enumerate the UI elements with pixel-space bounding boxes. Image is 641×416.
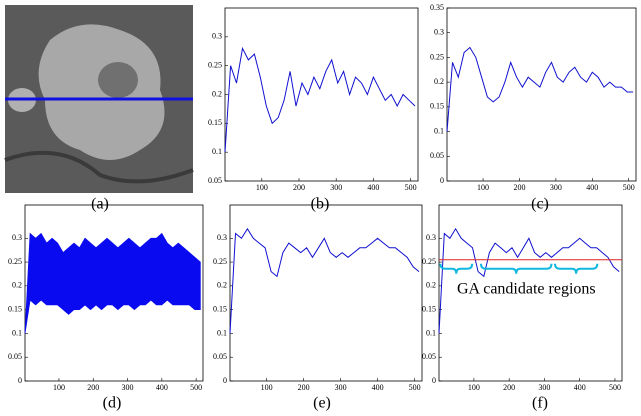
data-line [224, 46, 416, 153]
x-tick-label: 300 [550, 183, 562, 192]
y-tick-label: 0.05 [430, 151, 444, 160]
x-tick-label: 300 [122, 383, 134, 392]
y-tick-label: 0.3 [212, 32, 222, 41]
caption: (e) [313, 395, 331, 412]
x-tick-label: 100 [53, 383, 65, 392]
caption: (d) [103, 395, 122, 412]
x-tick-label: 200 [293, 183, 305, 192]
region-brace [554, 263, 599, 274]
y-tick-label: 0 [432, 376, 436, 385]
x-tick-label: 300 [330, 183, 342, 192]
region-brace [479, 263, 553, 274]
plot-frame [24, 204, 204, 382]
y-tick-label: 0.15 [213, 304, 227, 313]
x-tick-label: 300 [538, 383, 550, 392]
x-tick-label: 100 [261, 383, 273, 392]
y-tick-label: 0.15 [422, 304, 436, 313]
plot-frame [229, 204, 423, 382]
x-tick-label: 500 [405, 183, 417, 192]
caption: (c) [531, 196, 549, 213]
y-tick-label: 0.15 [8, 304, 22, 313]
y-tick-label: 0.2 [426, 281, 436, 290]
y-tick-label: 0.1 [434, 126, 444, 135]
y-tick-label: 0.05 [8, 352, 22, 361]
y-tick-label: 0.1 [217, 328, 227, 337]
y-tick-label: 0.05 [422, 352, 436, 361]
y-tick-label: 0.2 [212, 89, 222, 98]
x-tick-label: 500 [623, 183, 635, 192]
caption: (b) [311, 196, 330, 213]
x-tick-label: 500 [409, 383, 421, 392]
x-tick-label: 400 [574, 383, 586, 392]
y-tick-label: 0.3 [426, 233, 436, 242]
y-tick-label: 0.35 [430, 3, 444, 12]
y-tick-label: 0.1 [212, 147, 222, 156]
y-tick-label: 0.25 [208, 60, 222, 69]
data-line [229, 227, 420, 334]
image-spot [98, 62, 138, 98]
x-tick-label: 200 [87, 383, 99, 392]
x-tick-label: 100 [256, 183, 268, 192]
plot-frame [224, 7, 419, 182]
plot-frame [446, 7, 637, 182]
data-line [446, 46, 634, 132]
x-tick-label: 400 [367, 183, 379, 192]
y-tick-label: 0.2 [434, 77, 444, 86]
data-line [438, 227, 620, 334]
y-tick-label: 0.25 [8, 257, 22, 266]
x-tick-label: 500 [190, 383, 202, 392]
y-tick-label: 0.25 [422, 257, 436, 266]
data-band [24, 232, 201, 334]
y-tick-label: 0.2 [12, 281, 22, 290]
x-tick-label: 500 [609, 383, 621, 392]
x-tick-label: 100 [477, 183, 489, 192]
x-tick-label: 400 [156, 383, 168, 392]
y-tick-label: 0.3 [217, 233, 227, 242]
image-vessel [4, 150, 194, 184]
x-tick-label: 200 [298, 383, 310, 392]
x-tick-label: 100 [468, 383, 480, 392]
y-tick-label: 0.1 [12, 328, 22, 337]
y-tick-label: 0.05 [213, 352, 227, 361]
y-tick-label: 0.25 [213, 257, 227, 266]
x-tick-label: 400 [586, 183, 598, 192]
y-tick-label: 0.15 [430, 102, 444, 111]
image-panel: (a) [4, 5, 194, 213]
y-tick-label: 0 [440, 176, 444, 185]
y-tick-label: 0 [18, 376, 22, 385]
annotation: GA candidate regions [457, 280, 596, 297]
x-tick-label: 400 [372, 383, 384, 392]
y-tick-label: 0.15 [208, 118, 222, 127]
y-tick-label: 0.25 [430, 52, 444, 61]
y-tick-label: 0.05 [208, 176, 222, 185]
y-tick-label: 0.3 [12, 233, 22, 242]
caption: (a) [91, 196, 109, 213]
y-tick-label: 0.2 [217, 281, 227, 290]
y-tick-label: 0.3 [434, 28, 444, 37]
x-tick-label: 200 [503, 383, 515, 392]
image-lesion [38, 24, 165, 160]
y-tick-label: 0.1 [426, 328, 436, 337]
y-tick-label: 0 [223, 376, 227, 385]
x-tick-label: 200 [513, 183, 525, 192]
x-tick-label: 300 [335, 383, 347, 392]
caption: (f) [532, 395, 548, 412]
region-brace [439, 263, 474, 274]
plot-frame [438, 204, 623, 382]
